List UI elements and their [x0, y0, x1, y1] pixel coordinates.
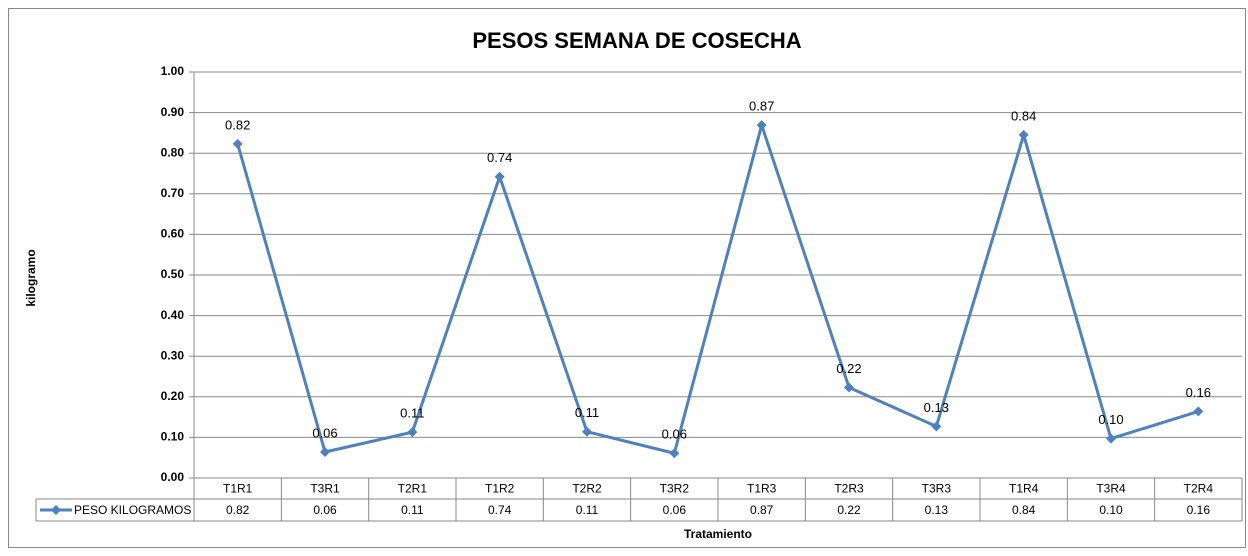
marker — [931, 421, 942, 432]
data-label: 0.82 — [225, 117, 250, 132]
y-tick-label: 0.10 — [161, 430, 185, 444]
x-tick-label: T2R4 — [1184, 482, 1214, 496]
y-tick-label: 0.30 — [161, 348, 185, 362]
y-tick-label: 0.80 — [161, 145, 185, 159]
data-label: 0.11 — [575, 405, 599, 420]
y-tick-label: 0.20 — [161, 389, 185, 403]
x-tick-label: T1R1 — [223, 482, 253, 496]
x-tick-label: T1R3 — [747, 482, 777, 496]
x-tick-label: T2R3 — [834, 482, 864, 496]
y-tick-label: 0.60 — [161, 227, 185, 241]
data-label: 0.06 — [662, 427, 687, 442]
marker — [320, 447, 330, 458]
table-value: 0.22 — [837, 503, 861, 517]
marker — [582, 426, 592, 437]
marker — [494, 171, 505, 182]
y-tick-label: 0.00 — [161, 470, 185, 484]
data-label: 0.11 — [400, 406, 424, 421]
table-value: 0.16 — [1187, 503, 1211, 517]
marker — [1106, 433, 1116, 444]
marker — [407, 427, 418, 438]
data-label: 0.22 — [836, 361, 861, 376]
x-tick-label: T3R4 — [1096, 482, 1126, 496]
table-value: 0.87 — [750, 503, 774, 517]
y-axis-title: kilogramo — [24, 249, 38, 306]
data-label: 0.10 — [1098, 412, 1123, 427]
x-tick-label: T1R2 — [485, 482, 515, 496]
table-value: 0.11 — [576, 503, 599, 517]
marker — [756, 120, 767, 131]
series-line — [236, 123, 1199, 455]
table-value: 0.06 — [313, 503, 337, 517]
x-tick-label: T1R4 — [1009, 482, 1039, 496]
data-label: 0.87 — [749, 99, 774, 114]
table-value: 0.11 — [401, 503, 424, 517]
marker — [1018, 129, 1029, 140]
data-label: 0.84 — [1011, 108, 1036, 123]
data-label: 0.16 — [1186, 385, 1211, 400]
y-tick-label: 0.40 — [161, 308, 185, 322]
marker — [844, 382, 854, 393]
table-value: 0.10 — [1099, 503, 1123, 517]
legend-marker — [51, 505, 61, 515]
marker — [669, 448, 680, 459]
y-tick-label: 0.50 — [161, 267, 185, 281]
chart-border — [8, 8, 1246, 548]
x-tick-label: T2R2 — [572, 482, 602, 496]
x-tick-label: T3R3 — [922, 482, 952, 496]
chart-title: PESOS SEMANA DE COSECHA — [472, 28, 801, 53]
legend-label: PESO KILOGRAMOS — [74, 503, 191, 517]
marker — [232, 138, 243, 149]
table-value: 0.82 — [226, 503, 250, 517]
x-tick-label: T3R2 — [660, 482, 690, 496]
data-label: 0.13 — [924, 400, 949, 415]
marker — [1193, 406, 1204, 417]
table-value: 0.06 — [663, 503, 687, 517]
x-tick-label: T3R1 — [310, 482, 340, 496]
y-tick-label: 1.00 — [161, 64, 185, 78]
y-tick-label: 0.90 — [161, 105, 185, 119]
data-label: 0.06 — [312, 425, 337, 440]
y-tick-label: 0.70 — [161, 186, 185, 200]
x-tick-label: T2R1 — [398, 482, 428, 496]
data-label: 0.74 — [487, 150, 512, 165]
table-value: 0.13 — [925, 503, 949, 517]
table-value: 0.74 — [488, 503, 512, 517]
x-axis-title: Tratamiento — [684, 527, 752, 541]
table-value: 0.84 — [1012, 503, 1036, 517]
